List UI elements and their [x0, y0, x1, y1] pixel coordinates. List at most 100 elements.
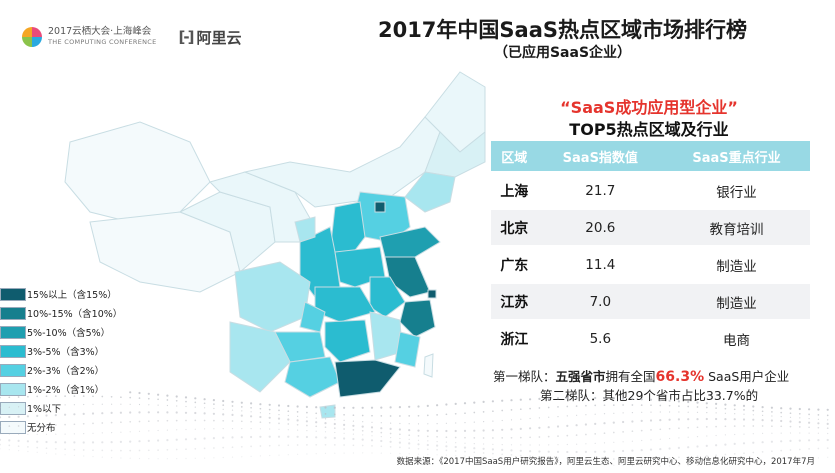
legend-swatch [0, 344, 26, 358]
decorative-dot [445, 441, 447, 443]
decorative-dot [789, 425, 792, 428]
column-header-industry: SaaS重点行业 [662, 141, 810, 172]
decorative-dot [166, 404, 168, 407]
aliyun-logo: [-] 阿里云 [179, 27, 242, 48]
decorative-dot [184, 396, 188, 399]
china-map [64, 71, 486, 419]
decorative-dot [687, 411, 689, 413]
decorative-dot [278, 428, 280, 430]
decorative-dot [250, 435, 253, 439]
decorative-dot [166, 394, 169, 397]
decorative-dot [83, 403, 85, 406]
decorative-dot [324, 426, 327, 429]
decorative-dot [696, 411, 699, 413]
legend-label: 1%-2%（含1%） [27, 385, 105, 396]
decorative-dot [36, 446, 39, 449]
cell-industry: 制造业 [662, 245, 810, 283]
decorative-dot [119, 411, 122, 414]
decorative-dot [45, 440, 48, 444]
decorative-dot [808, 413, 810, 416]
decorative-dot [315, 430, 317, 432]
decorative-dot [752, 405, 755, 408]
decorative-dot [436, 423, 438, 425]
decorative-dot [92, 432, 94, 434]
decorative-dot [8, 433, 10, 435]
decorative-dot [17, 439, 20, 442]
decorative-dot [194, 401, 197, 404]
decorative-dot [548, 461, 550, 463]
decorative-dot [269, 413, 271, 415]
decorative-dot [315, 412, 318, 415]
decorative-dot [212, 399, 215, 402]
decorative-dot [361, 425, 364, 428]
decorative-dot [771, 425, 773, 428]
decorative-dot [184, 438, 188, 441]
decorative-dot [724, 443, 727, 446]
decorative-dot [213, 457, 215, 459]
decorative-dot [501, 399, 504, 402]
decorative-dot [64, 454, 66, 456]
decorative-dot [148, 404, 150, 406]
region-zhejiang [399, 299, 436, 338]
decorative-dot [250, 411, 252, 413]
decorative-dot [55, 453, 57, 455]
decorative-dot [473, 455, 475, 458]
decorative-dot [668, 456, 671, 459]
decorative-dot [157, 393, 160, 396]
cell-index: 11.4 [537, 245, 663, 283]
decorative-dot [687, 456, 690, 458]
decorative-dot [455, 454, 457, 457]
decorative-dot [538, 444, 541, 446]
decorative-dot [752, 451, 755, 454]
cell-region: 广东 [491, 245, 538, 283]
decorative-dot [519, 454, 522, 457]
decorative-dot [603, 442, 606, 444]
decorative-dot [175, 419, 178, 422]
decorative-dot [705, 454, 708, 457]
decorative-dot [362, 452, 364, 454]
decorative-dot [585, 463, 587, 465]
decorative-dot [343, 444, 345, 446]
decorative-dot [808, 448, 810, 450]
decorative-dot [129, 411, 132, 414]
decorative-dot [129, 420, 132, 423]
decorative-dot [231, 456, 234, 458]
decorative-dot [241, 456, 243, 458]
decorative-dot [669, 437, 671, 440]
decorative-dot [73, 441, 76, 444]
table-row: 浙江 5.6 电商 [491, 319, 810, 356]
decorative-dot [575, 450, 578, 454]
decorative-dot [464, 422, 466, 424]
decorative-dot [454, 429, 457, 433]
decorative-dot [83, 455, 85, 457]
decorative-dot [45, 433, 48, 435]
decorative-dot [659, 448, 662, 451]
decorative-dot [557, 456, 559, 459]
decorative-dot [715, 417, 718, 421]
decorative-dot [259, 403, 262, 406]
decorative-dot [111, 432, 113, 434]
decorative-dot [361, 414, 364, 417]
decorative-dot [148, 430, 150, 432]
decorative-dot [278, 422, 280, 425]
decorative-dot [669, 411, 671, 413]
decorative-dot [770, 406, 774, 409]
decorative-dot [399, 446, 401, 449]
decorative-dot [324, 436, 327, 439]
decorative-dot [650, 439, 652, 441]
decorative-dot [203, 437, 206, 440]
decorative-dot [677, 446, 681, 449]
decorative-dot [798, 421, 801, 424]
decorative-dot [566, 397, 569, 400]
decorative-dot [426, 435, 429, 438]
decorative-dot [734, 413, 736, 415]
decorative-dot [426, 429, 429, 432]
decorative-dot [724, 453, 727, 456]
decorative-dot [817, 426, 820, 429]
decorative-dot [361, 438, 364, 441]
decorative-dot [296, 405, 299, 408]
decorative-dot [203, 402, 206, 405]
decorative-dot [687, 400, 690, 404]
decorative-dot [427, 453, 429, 456]
decorative-dot [333, 406, 336, 409]
